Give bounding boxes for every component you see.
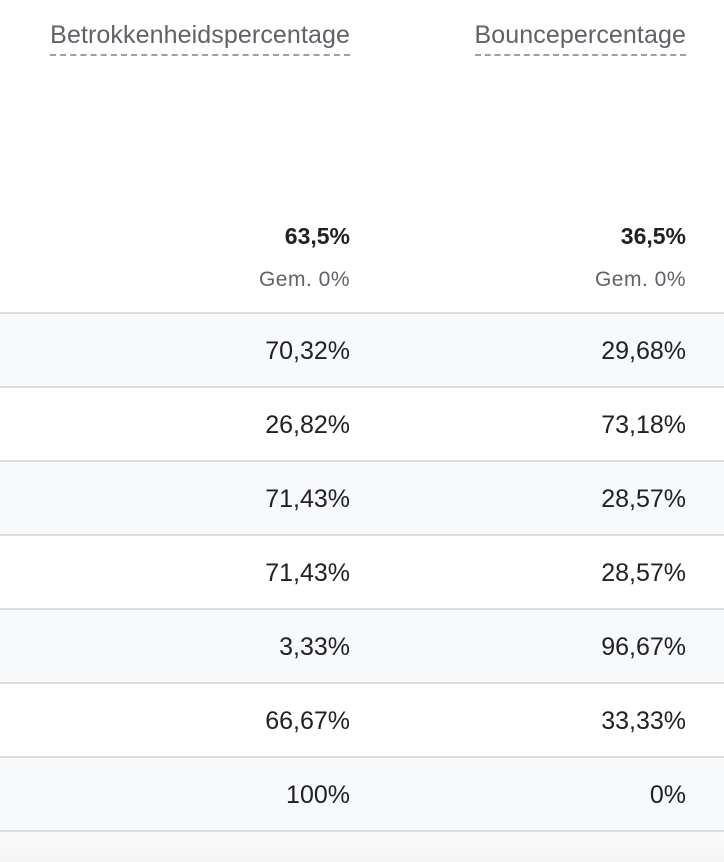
- table-row[interactable]: 70,32% 29,68%: [0, 312, 724, 386]
- engagement-rate-cell: 66,67%: [265, 707, 350, 735]
- table-row[interactable]: 100% 0%: [0, 756, 724, 830]
- bounce-rate-cell: 0%: [649, 781, 686, 809]
- total-bounce-rate: 36,5%: [620, 223, 686, 249]
- table-row[interactable]: 3,33% 96,67%: [0, 608, 724, 682]
- average-bounce-rate: Gem. 0%: [594, 268, 686, 291]
- column-header-bounce-rate[interactable]: Bouncepercentage: [474, 20, 686, 56]
- table-row[interactable]: 71,43% 28,57%: [0, 534, 724, 608]
- table-header: Betrokkenheidspercentage Bouncepercentag…: [0, 0, 724, 313]
- bounce-rate-cell: 28,57%: [601, 559, 686, 587]
- engagement-rate-cell: 100%: [286, 781, 350, 809]
- table-row[interactable]: 71,43% 28,57%: [0, 460, 724, 534]
- engagement-rate-cell: 71,43%: [265, 559, 350, 587]
- column-header-engagement-rate[interactable]: Betrokkenheidspercentage: [50, 20, 350, 56]
- bounce-rate-cell: 28,57%: [601, 485, 686, 513]
- bounce-rate-cell: 33,33%: [601, 707, 686, 735]
- table-footer-divider: [0, 830, 724, 862]
- engagement-rate-cell: 3,33%: [279, 633, 350, 661]
- bounce-rate-cell: 73,18%: [601, 411, 686, 439]
- total-engagement-rate: 63,5%: [284, 223, 350, 249]
- table-body: 70,32% 29,68% 26,82% 73,18% 71,43% 28,57…: [0, 312, 724, 830]
- table-row[interactable]: 26,82% 73,18%: [0, 386, 724, 460]
- engagement-rate-cell: 71,43%: [265, 485, 350, 513]
- table-row[interactable]: 66,67% 33,33%: [0, 682, 724, 756]
- engagement-rate-cell: 70,32%: [265, 337, 350, 365]
- engagement-rate-cell: 26,82%: [265, 411, 350, 439]
- bounce-rate-cell: 96,67%: [601, 633, 686, 661]
- average-engagement-rate: Gem. 0%: [258, 268, 350, 291]
- bounce-rate-cell: 29,68%: [601, 337, 686, 365]
